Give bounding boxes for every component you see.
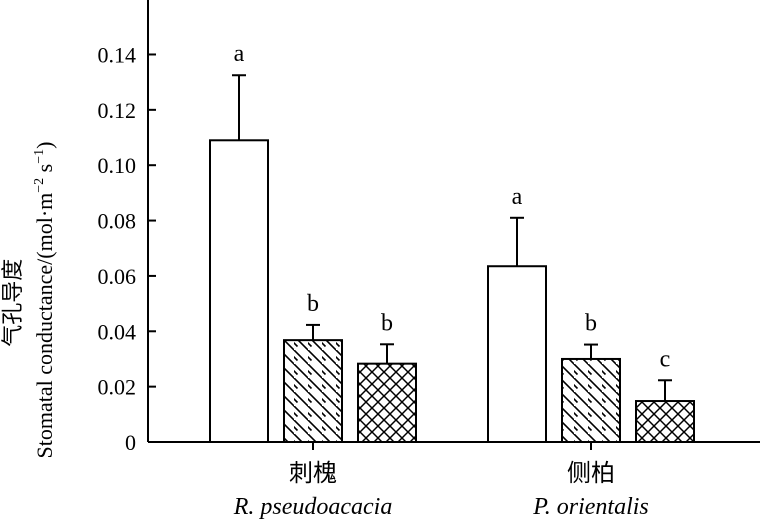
bar [357, 362, 417, 443]
x-category-label-cn: 刺槐 [289, 459, 337, 487]
x-category-label-en: P. orientalis [532, 494, 649, 520]
y-axis-title-en: Stomatal conductance/(mol·m [32, 193, 57, 459]
y-tick-label: 0.08 [98, 209, 137, 234]
svg-text:气孔导度 Stomatal conductanc: 气孔导度 Stomatal conductance/(mol·m−2 s−1) [0, 142, 57, 459]
y-tick-label: 0.02 [98, 375, 137, 400]
bar [487, 265, 547, 443]
y-tick-label: 0.10 [98, 153, 137, 178]
y-tick-label: 0.14 [98, 42, 137, 67]
bar [561, 357, 621, 443]
significance-letter: b [585, 311, 597, 337]
significance-letter: a [512, 184, 523, 210]
significance-letter: b [381, 310, 393, 336]
axes: 0 0.02 0.04 0.06 0.08 0.10 0.12 0.14 [98, 0, 760, 455]
y-tick-label: 0 [125, 430, 136, 455]
y-tick-label: 0.04 [98, 319, 137, 344]
labels: a b b 刺槐 R. pseudoacacia a b c 侧柏 P. orientalis [233, 41, 671, 520]
y-axis-title: 气孔导度 Stomatal conductance/(mol·m−2 s−1) [0, 142, 57, 459]
bar [209, 139, 269, 443]
y-axis-title-cn: 气孔导度 [1, 259, 26, 347]
y-axis-title-sup1: −2 [32, 178, 47, 193]
bar [283, 339, 343, 443]
y-tick-label: 0.06 [98, 264, 137, 289]
y-axis-title-mid: s [32, 164, 57, 178]
y-axis-title-end: ) [32, 142, 57, 149]
bars [209, 74, 695, 443]
significance-letter: c [660, 346, 671, 372]
significance-letter: a [234, 41, 245, 67]
bar [635, 400, 695, 443]
x-category-label-en: R. pseudoacacia [233, 494, 393, 520]
significance-letter: b [307, 291, 319, 317]
y-tick-label: 0.12 [98, 98, 137, 123]
x-category-label-cn: 侧柏 [567, 459, 615, 487]
y-axis-title-sup2: −1 [32, 149, 47, 164]
